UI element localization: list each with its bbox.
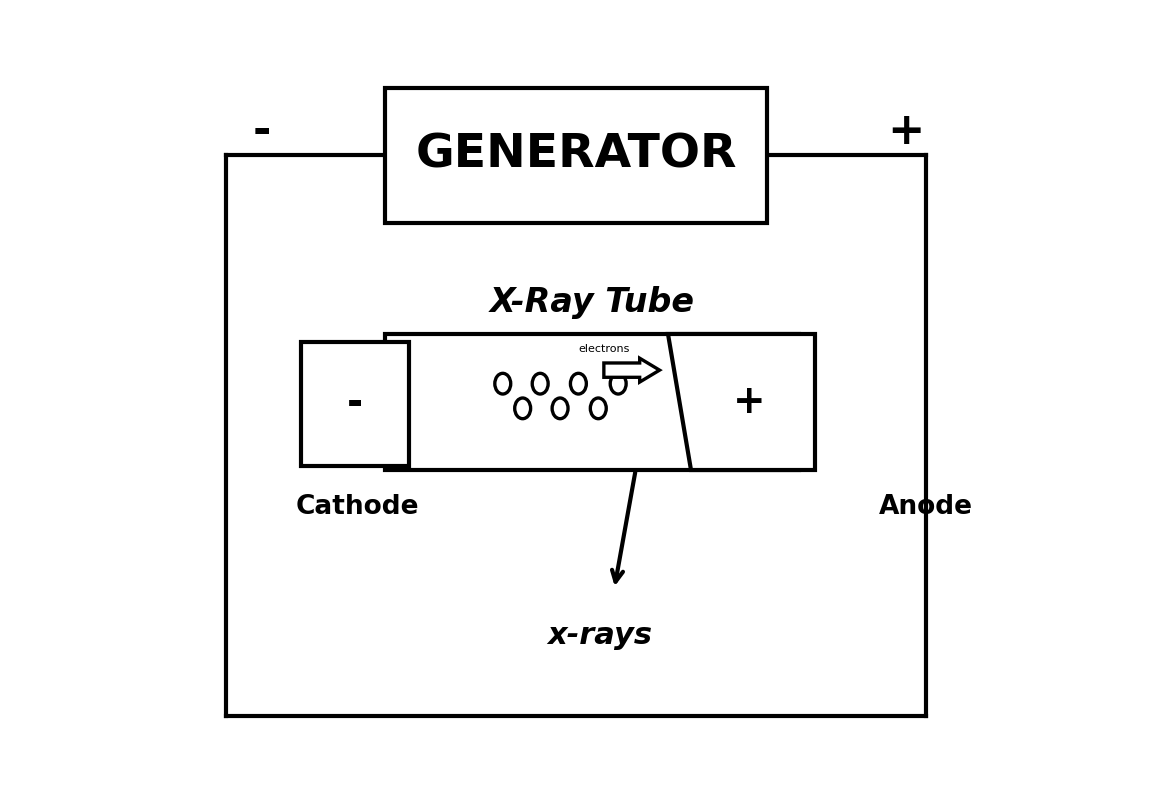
Text: GENERATOR: GENERATOR [415, 133, 737, 178]
Text: electrons: electrons [578, 344, 629, 354]
Bar [385, 334, 798, 470]
Ellipse shape [495, 373, 510, 394]
Polygon shape [667, 334, 814, 470]
Text: X-Ray Tube: X-Ray Tube [490, 286, 695, 319]
Text: +: + [888, 110, 925, 153]
Text: +: + [733, 383, 765, 421]
Text: x-rays: x-rays [547, 621, 652, 650]
Ellipse shape [552, 398, 568, 419]
Text: -: - [347, 385, 363, 423]
Ellipse shape [611, 373, 627, 394]
Ellipse shape [532, 373, 548, 394]
Ellipse shape [570, 373, 586, 394]
FancyArrow shape [604, 358, 660, 382]
Bar [385, 88, 767, 223]
Text: Anode: Anode [879, 494, 973, 520]
Ellipse shape [590, 398, 606, 419]
Ellipse shape [515, 398, 531, 419]
Bar [302, 342, 409, 466]
Text: Cathode: Cathode [295, 494, 419, 520]
Text: -: - [252, 110, 271, 153]
